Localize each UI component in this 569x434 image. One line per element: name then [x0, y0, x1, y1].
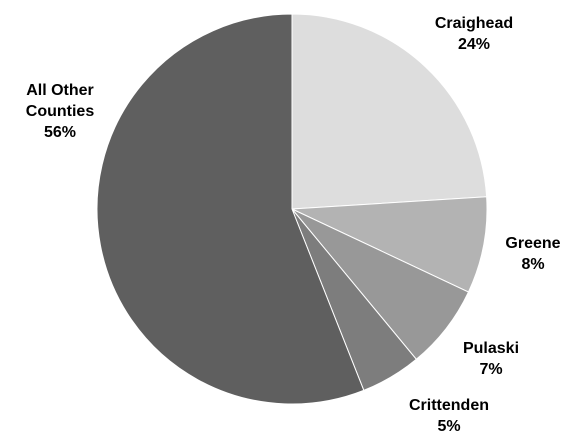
slice-percent: 24%	[458, 36, 490, 53]
slice-name: All Other	[26, 82, 94, 99]
pie-slice-all-other-counties	[96, 13, 365, 405]
pie-slices	[96, 13, 488, 405]
slice-label: All Other Counties 56%	[26, 82, 95, 141]
slice-name: Pulaski	[463, 340, 519, 357]
slice-label: Crittenden 5%	[409, 397, 489, 434]
slice-label: Greene 8%	[505, 235, 560, 273]
slice-name: Craighead	[435, 15, 513, 32]
slice-name: Crittenden	[409, 397, 489, 414]
pie-slice-craighead	[291, 13, 488, 210]
slice-name: Greene	[505, 235, 560, 252]
slice-name: Counties	[26, 103, 95, 120]
slice-percent: 8%	[521, 256, 544, 273]
slice-label: Craighead 24%	[435, 15, 513, 53]
slice-percent: 56%	[44, 124, 76, 141]
slice-percent: 7%	[479, 361, 502, 378]
slice-percent: 5%	[437, 418, 460, 434]
pie-labels: Craighead 24% Greene 8% Pulaski 7% Crittenden 5…	[26, 15, 561, 434]
slice-label: Pulaski 7%	[463, 340, 519, 378]
pie-slice-greene	[291, 196, 488, 293]
